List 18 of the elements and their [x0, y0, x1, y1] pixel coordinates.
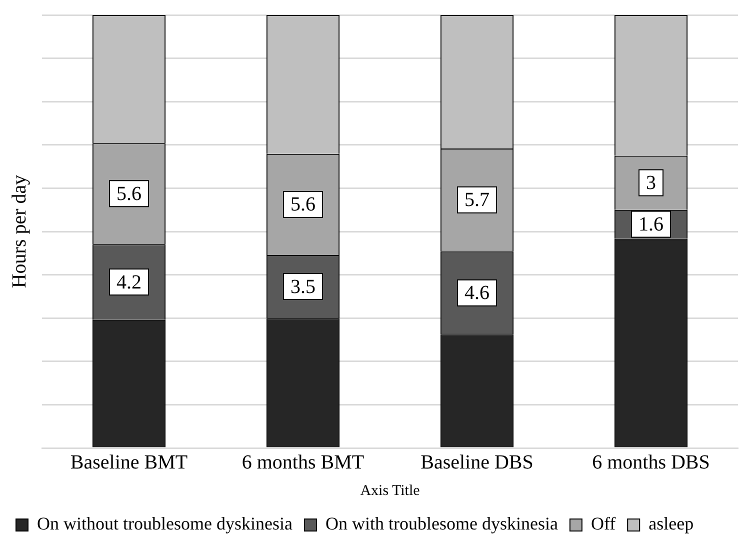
data-label: 5.6: [290, 194, 316, 216]
data-label: 4.2: [116, 271, 142, 294]
data-label: 1.6: [638, 214, 664, 236]
legend-label: On without troublesome dyskinesia: [37, 514, 292, 534]
data-label: 3.5: [290, 276, 316, 298]
legend-label: asleep: [648, 514, 694, 534]
data-label: 5.6: [116, 182, 142, 205]
x-tick-label: Baseline BMT: [70, 451, 188, 474]
x-tick-label: 6 months BMT: [242, 451, 364, 474]
data-label: 4.6: [464, 282, 490, 304]
legend-label: On with troublesome dyskinesia: [325, 514, 558, 534]
x-tick-label: 6 months DBS: [592, 451, 710, 474]
data-label: 3: [646, 172, 656, 194]
x-axis-title: Axis Title: [360, 482, 420, 499]
y-axis-title: Hours per day: [8, 174, 30, 288]
legend-label: Off: [590, 514, 616, 534]
x-tick-label: Baseline DBS: [420, 451, 534, 474]
data-label: 5.7: [464, 189, 490, 212]
